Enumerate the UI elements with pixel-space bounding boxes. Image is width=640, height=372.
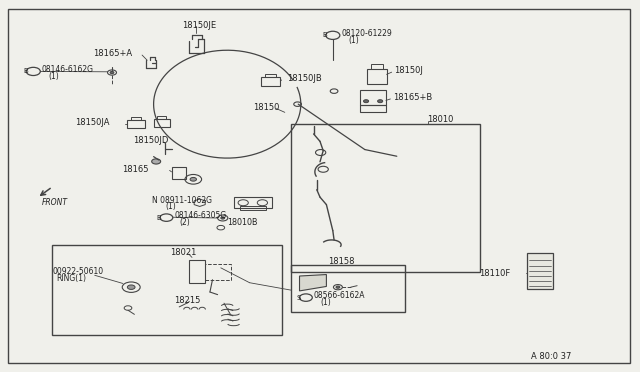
Text: FRONT: FRONT bbox=[42, 198, 68, 207]
Bar bbox=[154, 119, 170, 127]
Polygon shape bbox=[300, 275, 326, 291]
Text: (1): (1) bbox=[48, 72, 59, 81]
Text: 08566-6162A: 08566-6162A bbox=[314, 291, 365, 300]
Bar bbox=[157, 116, 166, 119]
Text: 18165+A: 18165+A bbox=[93, 49, 132, 58]
Text: 18165+B: 18165+B bbox=[393, 93, 432, 102]
Text: 18150JA: 18150JA bbox=[76, 118, 110, 126]
Text: B: B bbox=[156, 215, 161, 221]
Text: N 08911-1062G: N 08911-1062G bbox=[152, 196, 212, 205]
Bar bbox=[360, 105, 386, 112]
Text: 08146-6162G: 08146-6162G bbox=[42, 65, 93, 74]
Circle shape bbox=[152, 159, 161, 164]
Text: 18150J: 18150J bbox=[394, 66, 422, 75]
Text: 08120-61229: 08120-61229 bbox=[342, 29, 392, 38]
Text: 18158: 18158 bbox=[328, 257, 354, 266]
Text: 08146-6305G: 08146-6305G bbox=[174, 211, 227, 220]
Text: (1): (1) bbox=[320, 298, 331, 307]
Text: (2): (2) bbox=[179, 218, 190, 227]
Bar bbox=[172, 167, 186, 179]
Text: (1): (1) bbox=[348, 36, 359, 45]
Bar bbox=[52, 245, 282, 335]
Bar bbox=[265, 74, 276, 77]
Text: 18150JD: 18150JD bbox=[133, 136, 168, 145]
Circle shape bbox=[110, 71, 114, 74]
Text: (1): (1) bbox=[165, 202, 176, 211]
Bar bbox=[371, 64, 383, 69]
Text: 18150JB: 18150JB bbox=[287, 74, 321, 83]
Bar bbox=[127, 120, 145, 128]
Bar bbox=[205, 264, 231, 280]
Bar bbox=[291, 124, 480, 272]
Circle shape bbox=[378, 100, 383, 103]
Bar bbox=[189, 260, 205, 283]
Text: 00922-50610: 00922-50610 bbox=[52, 267, 104, 276]
Text: 18010: 18010 bbox=[428, 115, 454, 124]
Bar bbox=[527, 253, 553, 289]
Text: 18150: 18150 bbox=[253, 103, 279, 112]
Text: 18150JE: 18150JE bbox=[182, 21, 216, 30]
Text: RING(1): RING(1) bbox=[56, 274, 86, 283]
Bar bbox=[240, 206, 266, 210]
Circle shape bbox=[364, 100, 369, 103]
Bar bbox=[234, 197, 272, 208]
Bar bbox=[367, 69, 387, 84]
Text: 18110F: 18110F bbox=[479, 269, 510, 278]
Text: 18165: 18165 bbox=[122, 165, 148, 174]
Text: S: S bbox=[296, 295, 300, 301]
Bar bbox=[291, 265, 405, 312]
Text: A 80:0 37: A 80:0 37 bbox=[531, 352, 572, 361]
Text: 18010B: 18010B bbox=[227, 218, 258, 227]
Circle shape bbox=[221, 217, 225, 219]
Text: B: B bbox=[323, 32, 328, 38]
Text: 18021: 18021 bbox=[170, 248, 196, 257]
Bar bbox=[131, 117, 141, 120]
Text: B: B bbox=[23, 68, 28, 74]
Text: 18215: 18215 bbox=[174, 296, 200, 305]
Circle shape bbox=[190, 177, 196, 181]
Bar bbox=[261, 77, 280, 86]
Circle shape bbox=[336, 286, 340, 288]
Circle shape bbox=[127, 285, 135, 289]
Bar bbox=[360, 90, 386, 105]
